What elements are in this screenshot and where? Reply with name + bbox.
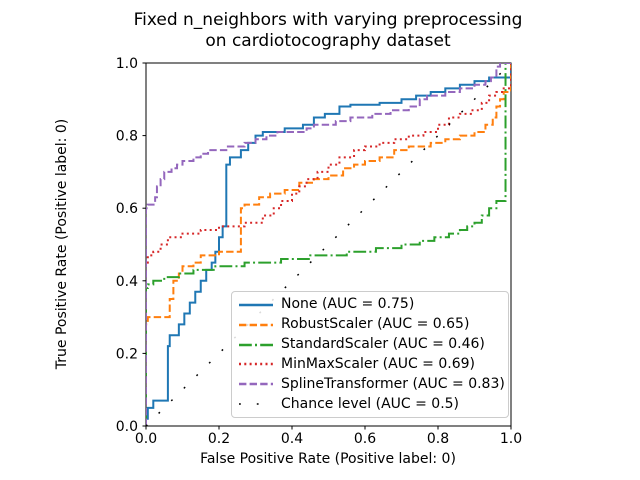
legend-line-sample-minmaxscaler [239,363,273,366]
y-tick-label: 1.0 [116,56,138,72]
curve-minmaxscaler [146,63,511,426]
legend-row-none: None (AUC = 0.75) [239,295,501,314]
legend-line-sample-robustscaler [239,323,273,326]
x-axis-label: False Positive Rate (Positive label: 0) [200,451,456,467]
legend-label-standardscaler: StandardScaler (AUC = 0.46) [281,336,485,353]
y-tick-label: 0.0 [116,419,138,435]
legend-line-sample-none [239,303,273,307]
x-tick-label: 0.0 [135,431,157,447]
chart-title-line-1: Fixed n_neighbors with varying preproces… [133,10,523,30]
x-tick-label: 0.4 [281,431,303,447]
y-tick-label: 0.6 [116,201,138,217]
legend-row-minmaxscaler: MinMaxScaler (AUC = 0.69) [239,355,501,374]
y-tick-label: 0.4 [116,274,138,290]
y-tick-label: 0.8 [116,129,138,145]
x-tick-label: 1.0 [500,431,522,447]
legend-line-sample-splinetransformer [239,382,273,386]
y-axis-label: True Positive Rate (Positive label: 0) [54,118,70,370]
x-tick-label: 0.6 [354,431,376,447]
y-tick-label: 0.2 [116,346,138,362]
curve-chance [146,63,511,426]
chart-title-line-2: on cardiotocography dataset [205,31,451,51]
x-tick-label: 0.8 [427,431,449,447]
x-tick-label: 0.2 [208,431,230,447]
legend-label-robustscaler: RobustScaler (AUC = 0.65) [281,316,470,333]
legend-label-none: None (AUC = 0.75) [281,296,415,313]
legend-row-chance-level: Chance level (AUC = 0.5) [239,395,501,414]
legend-row-standardscaler: StandardScaler (AUC = 0.46) [239,335,501,354]
curve-standardscaler [146,63,511,426]
legend-label-splinetransformer: SplineTransformer (AUC = 0.83) [281,375,505,392]
legend-row-splinetransformer: SplineTransformer (AUC = 0.83) [239,375,505,394]
curve-robustscaler [146,63,511,426]
legend-label-chance-level: Chance level (AUC = 0.5) [281,395,460,412]
legend-line-sample-chance-level [239,403,273,405]
legend-line-sample-standardscaler [239,343,273,346]
legend-label-minmaxscaler: MinMaxScaler (AUC = 0.69) [281,355,475,372]
curve-splinetransformer [146,63,511,426]
legend-row-robustscaler: RobustScaler (AUC = 0.65) [239,315,501,334]
legend-box: None (AUC = 0.75) RobustScaler (AUC = 0.… [231,291,509,418]
